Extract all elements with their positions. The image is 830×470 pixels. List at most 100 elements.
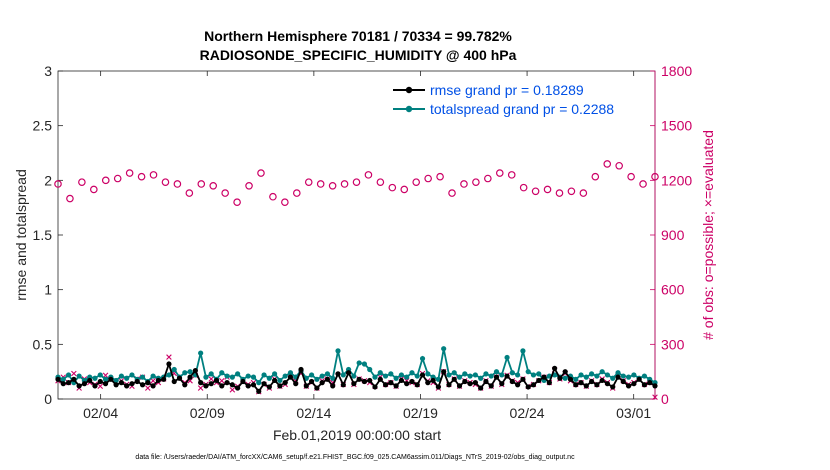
totalspread-point (488, 373, 494, 379)
totalspread-point (604, 372, 611, 378)
rmse-point (441, 369, 447, 375)
rmse-point (467, 381, 473, 387)
obs-possible-point (507, 171, 516, 179)
rmse-point (530, 382, 537, 388)
rmse-point (108, 376, 114, 382)
obs-evaluated-point (150, 377, 156, 384)
totalspread-point (414, 373, 420, 379)
rmse-point (604, 381, 611, 387)
rmse-point (446, 382, 452, 388)
rmse-point (398, 377, 405, 384)
obs-possible-point (627, 172, 635, 181)
rmse-point (462, 378, 468, 385)
obs-possible-point (460, 180, 468, 188)
totalspread-point (287, 370, 294, 376)
obs-possible-point (54, 180, 62, 188)
obs-possible-point (567, 187, 576, 196)
chart-subtitle: RADIOSONDE_SPECIFIC_HUMIDITY @ 400 hPa (200, 47, 517, 63)
obs-evaluated-point (208, 376, 215, 382)
rmse-point (203, 383, 209, 389)
rmse-point (293, 381, 299, 387)
y-tick-label: 0 (44, 391, 52, 407)
obs-possible-point (376, 178, 385, 186)
y-axis-right-label: # of obs: o=possible; ×=evaluated (700, 130, 716, 340)
rmse-series (55, 361, 658, 394)
totalspread-point (256, 380, 262, 386)
rmse-point (641, 382, 648, 388)
totalspread-point (377, 370, 383, 376)
rmse-point (161, 376, 167, 382)
rmse-point (314, 385, 320, 391)
totalspread-point (620, 373, 626, 379)
plot-area (57, 70, 656, 400)
x-tick-label: 03/01 (616, 405, 651, 421)
rmse-point (631, 381, 637, 387)
rmse-point (567, 376, 574, 382)
rmse-point (134, 378, 140, 385)
rmse-point (287, 374, 294, 380)
totalspread-point (250, 374, 257, 380)
x-tick-label: 02/04 (83, 405, 118, 421)
rmse-point (113, 382, 119, 388)
totalspread-point (382, 373, 389, 379)
obs-possible-point (90, 185, 98, 194)
totalspread-point (472, 372, 478, 378)
y-axis-label: rmse and totalspread (13, 169, 29, 301)
obs-possible-point (221, 189, 229, 197)
obs-possible-point (292, 189, 301, 197)
rmse-point (404, 381, 410, 387)
x-axis-label: Feb.01,2019 00:00:00 start (273, 427, 441, 443)
obs-possible-point (531, 187, 540, 196)
obs-possible-point (591, 172, 600, 181)
totalspread-point (483, 371, 489, 377)
rmse-point (652, 383, 658, 389)
obs-possible-point (185, 189, 194, 197)
rmse-point (92, 383, 98, 389)
obs-possible-point (101, 176, 110, 185)
totalspread-point (594, 373, 600, 379)
obs-evaluated-point (229, 387, 236, 393)
rmse-point (298, 366, 304, 373)
x-tick-label: 02/09 (190, 405, 225, 421)
obs-possible-point (519, 183, 528, 192)
rmse-point (224, 380, 230, 386)
rmse-point (372, 384, 378, 390)
rmse-point (319, 380, 325, 386)
totalspread-point (425, 371, 431, 377)
totalspread-point (478, 375, 484, 381)
totalspread-point (171, 366, 177, 373)
legend-label-totalspread: totalspread grand pr = 0.2288 (430, 101, 614, 117)
rmse-point (129, 381, 135, 387)
rmse-point (213, 377, 220, 384)
rmse-point (636, 376, 642, 382)
y-tick-label: 0.5 (33, 336, 53, 352)
obs-possible-point (161, 178, 170, 186)
rmse-point (124, 383, 130, 389)
obs-possible-point (149, 171, 158, 179)
obs-possible-point (400, 185, 409, 194)
totalspread-point (97, 372, 103, 378)
rmse-point (414, 382, 420, 388)
rmse-point (65, 380, 72, 386)
rmse-point (594, 382, 600, 388)
totalspread-point (573, 376, 579, 382)
totalspread-point (340, 372, 346, 378)
rmse-point (71, 376, 77, 382)
totalspread-point (92, 375, 98, 381)
totalspread-point (562, 375, 568, 381)
obs-possible-point (436, 172, 444, 181)
rmse-point (208, 381, 214, 387)
totalspread-point (129, 372, 135, 378)
obs-evaluated-point (71, 370, 77, 377)
x-tick-label: 02/14 (296, 405, 331, 421)
totalspread-point (589, 371, 595, 377)
rmse-point (182, 382, 188, 388)
obs-possible-point (209, 182, 218, 190)
rmse-point (229, 382, 235, 388)
totalspread-point (393, 375, 399, 381)
totalspread-point (504, 354, 510, 361)
obs-possible-point (125, 169, 134, 177)
rmse-point (456, 383, 463, 389)
y-right-tick-label: 0 (661, 391, 669, 407)
